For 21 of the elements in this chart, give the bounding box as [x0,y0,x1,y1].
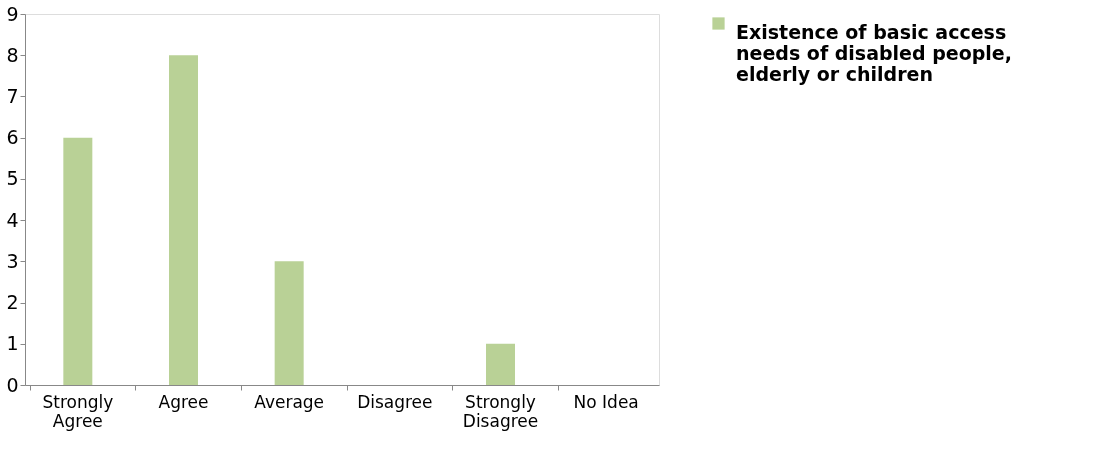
x-tick-label: No Idea [573,391,639,412]
x-tick-label: Strongly Disagree [462,391,539,431]
y-tick-label: 3 [6,249,19,272]
y-tick-label: 6 [6,126,19,149]
bar [169,55,198,385]
x-tick-label: Disagree [357,391,433,412]
bar [274,261,304,385]
y-tick-label: 5 [6,167,19,190]
bar [486,343,515,385]
legend-label: Existence of basic access needs of disabled people, elderly or children [736,20,1012,85]
y-tick-label: 7 [6,84,19,107]
y-tick-label: 9 [6,2,19,25]
y-tick-label: 0 [6,373,19,396]
x-tick-label: Average [254,391,325,412]
y-tick-label: 2 [6,291,19,314]
bar [63,137,93,385]
x-tick-label: Strongly Agree [42,391,114,431]
y-tick-label: 4 [6,208,19,231]
y-tick-label: 1 [6,332,19,355]
y-tick-label: 8 [6,43,19,66]
x-tick-label: Agree [158,391,209,412]
